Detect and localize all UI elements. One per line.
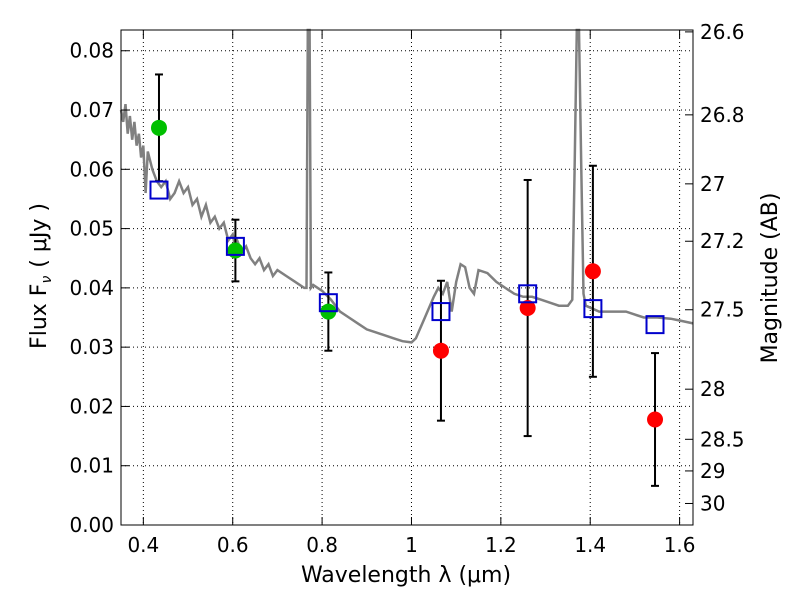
grid [121,30,693,526]
y-tick-label: 0.06 [69,157,114,181]
y-tick-label: 0.05 [69,217,114,241]
sed-model-line [119,28,694,344]
red-data-point [432,342,449,359]
green-data-point [150,119,167,136]
y2-tick-label: 28 [700,377,725,401]
y2-axis-label: Magnitude (AB) [758,193,783,364]
model-square-marker [518,284,538,304]
y2-tick-label: 28.5 [700,427,745,451]
y-axis-label-main: Flux F [27,284,52,349]
plot-frame [120,29,694,526]
x-axis-label: Wavelength λ (μm) [301,563,511,588]
y-tick-label: 0.08 [69,39,114,63]
x-tick-label: 0.4 [127,533,159,557]
data-points [150,119,664,428]
y-tick-label: 0.04 [69,276,114,300]
model-square-marker [583,299,603,319]
axis-ticks: 0.4 0.6 0.8 1 1.2 1.4 1.6 0.00 0.01 0.02 0.03 0.04 0… [69,20,744,557]
red-data-point [519,300,536,317]
y-axis-label-sub: ν [39,276,55,284]
y-tick-label: 0.03 [69,335,114,359]
x-tick-label: 0.6 [217,533,249,557]
model-square-marker [431,302,451,322]
model-square-marker [318,293,338,313]
y2-tick-label: 27.5 [700,298,745,322]
y-tick-label: 0.00 [69,513,114,537]
x-tick-label: 0.8 [306,533,338,557]
y2-tick-label: 29 [700,459,725,483]
y2-tick-label: 27.2 [700,229,745,253]
y2-tick-label: 26.8 [700,103,745,127]
x-tick-label: 1.2 [485,533,517,557]
red-data-point [584,263,601,280]
model-square-marker [149,180,169,200]
y-axis-label-unit: ( μJy ) [27,203,52,268]
y2-tick-label: 27 [700,172,725,196]
y-tick-label: 0.02 [69,394,114,418]
x-tick-label: 1.4 [574,533,606,557]
y2-tick-label: 26.6 [700,20,745,44]
model-square-marker [645,315,665,335]
y2-tick-label: 30 [700,491,725,515]
model-square-marker [225,236,245,256]
y-tick-label: 0.01 [69,454,114,478]
x-tick-label: 1 [405,533,418,557]
model-squares [149,180,665,335]
y-axis-label: Flux Fν ( μJy ) [27,203,55,349]
green-data-point [227,242,244,259]
x-tick-label: 1.6 [664,533,696,557]
red-data-point [647,411,664,428]
y-tick-label: 0.07 [69,98,114,122]
